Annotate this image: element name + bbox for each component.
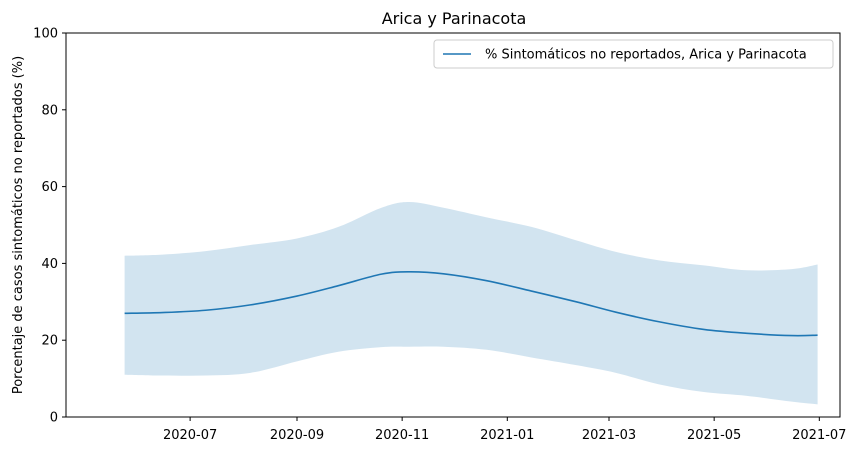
plot-area bbox=[124, 201, 818, 405]
legend: % Sintomáticos no reportados, Arica y Pa… bbox=[433, 39, 834, 69]
x-tick-label: 2021-05 bbox=[687, 428, 741, 443]
confidence-band-0 bbox=[124, 201, 818, 405]
y-tick-label: 0 bbox=[50, 411, 58, 426]
legend-label: % Sintomáticos no reportados, Arica y Pa… bbox=[485, 48, 807, 63]
x-tick-label: 2021-01 bbox=[480, 428, 534, 443]
chart-title: Arica y Parinacota bbox=[382, 9, 527, 28]
y-tick-label: 80 bbox=[41, 103, 58, 118]
series-line-0 bbox=[124, 271, 818, 337]
y-axis-title: Porcentaje de casos sintomáticos no repo… bbox=[11, 56, 26, 394]
x-tick-label: 2020-11 bbox=[375, 428, 429, 443]
x-tick-label: 2020-07 bbox=[163, 428, 217, 443]
y-tick-label: 100 bbox=[33, 27, 58, 42]
legend-box bbox=[433, 39, 834, 69]
y-tick-label: 60 bbox=[41, 180, 58, 195]
axes: 0 20 40 60 80 100 2020-07 2020-09 2020-11 2021-01… bbox=[33, 27, 846, 444]
axes-frame bbox=[65, 32, 841, 418]
x-tick-label: 2021-07 bbox=[792, 428, 846, 443]
x-tick-label: 2020-09 bbox=[270, 428, 324, 443]
y-tick-label: 20 bbox=[41, 334, 58, 349]
x-tick-label: 2021-03 bbox=[582, 428, 636, 443]
y-tick-label: 40 bbox=[41, 257, 58, 272]
